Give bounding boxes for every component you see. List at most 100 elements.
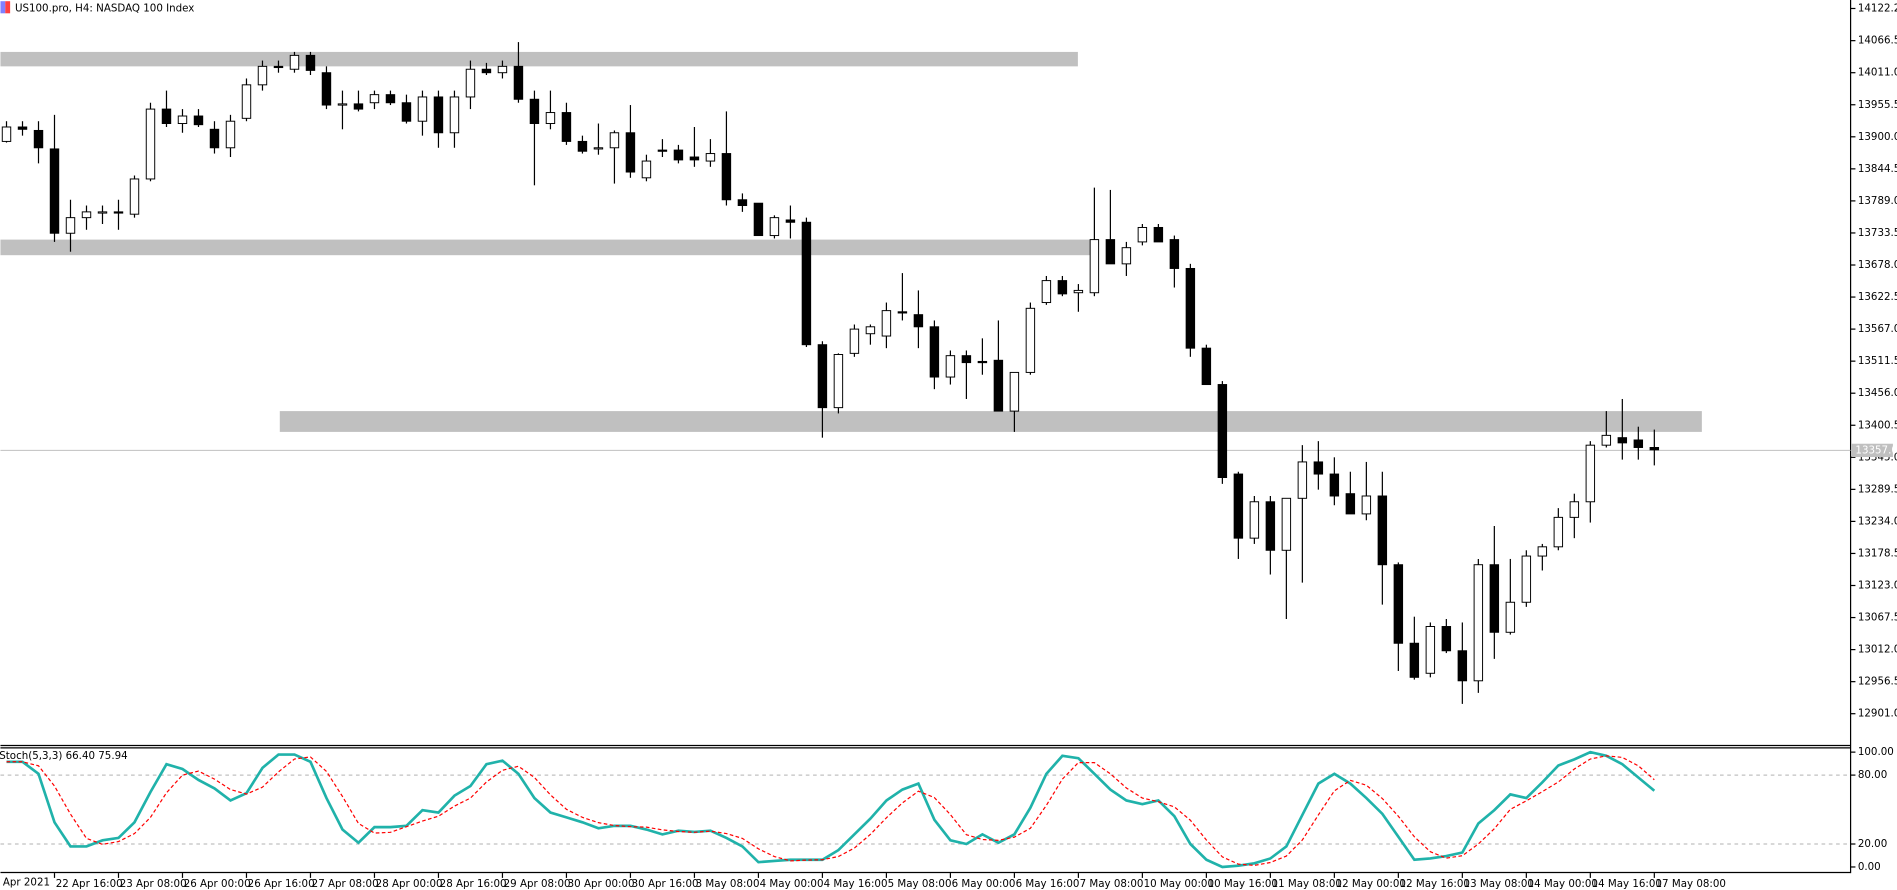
candle-body xyxy=(497,65,508,74)
candle-body xyxy=(1601,434,1612,446)
candle-body xyxy=(1521,555,1532,603)
y-tick-label: 13678.0 xyxy=(1858,259,1897,271)
y-tick-label: 14122.2 xyxy=(1858,2,1897,14)
x-tick-label: 23 Apr 08:00 xyxy=(120,878,187,890)
current-price-box xyxy=(1851,443,1893,458)
candle-body xyxy=(849,328,860,354)
candle-body xyxy=(1361,495,1372,515)
candle-body xyxy=(401,102,412,122)
candle-body xyxy=(1089,239,1100,294)
candle-body xyxy=(193,115,204,126)
candle-body xyxy=(1169,239,1180,269)
candle-body xyxy=(721,153,732,201)
candle-body xyxy=(593,147,604,150)
x-tick-label: 7 May 08:00 xyxy=(1080,878,1144,890)
candle-body xyxy=(1041,280,1052,304)
y-tick-label: 13400.5 xyxy=(1858,419,1897,431)
candle-body xyxy=(1185,267,1196,349)
candle-body xyxy=(1585,444,1596,503)
candle-body xyxy=(1393,564,1404,644)
candle-body xyxy=(33,129,44,149)
candle-body xyxy=(1329,473,1340,497)
candle-body xyxy=(513,65,524,100)
y-tick-label: 12901.0 xyxy=(1858,708,1897,720)
y-tick-label: 13012.0 xyxy=(1858,644,1897,656)
y-tick-label: 13178.5 xyxy=(1858,547,1897,559)
candle-body xyxy=(369,94,380,104)
candle-body xyxy=(977,360,988,364)
x-tick-label: 4 May 00:00 xyxy=(760,878,824,890)
chart-title: US100.pro, H4: NASDAQ 100 Index xyxy=(15,2,194,14)
candle-body xyxy=(145,108,156,180)
candle-body xyxy=(1153,226,1164,243)
x-tick-label: 12 May 00:00 xyxy=(1336,878,1406,890)
candle-body xyxy=(1473,564,1484,682)
candle-body xyxy=(753,202,764,237)
x-tick-label: 22 Apr 16:00 xyxy=(56,878,123,890)
x-tick-label: 14 May 16:00 xyxy=(1592,878,1662,890)
candle-body xyxy=(1265,501,1276,551)
candle-body xyxy=(945,355,956,378)
candle-body xyxy=(113,211,124,214)
y-tick-label: 100.00 xyxy=(1858,746,1894,758)
candle-body xyxy=(1537,546,1548,557)
candle-body xyxy=(993,359,1004,412)
x-start-label: Apr 2021 xyxy=(3,877,50,889)
candle-body xyxy=(961,355,972,364)
candle-body xyxy=(833,354,844,409)
candle-body xyxy=(561,112,572,142)
zone xyxy=(0,51,1078,67)
x-tick-label: 28 Apr 16:00 xyxy=(440,878,507,890)
candle-body xyxy=(177,115,188,125)
y-tick-label: 0.00 xyxy=(1858,861,1881,873)
x-tick-label: 26 Apr 00:00 xyxy=(184,878,251,890)
candle-body xyxy=(657,149,668,152)
x-tick-label: 27 Apr 08:00 xyxy=(312,878,379,890)
candle-body xyxy=(1345,493,1356,515)
candle-body xyxy=(65,217,76,234)
y-tick-label: 13844.5 xyxy=(1858,163,1897,175)
candle-body xyxy=(1505,601,1516,633)
candle-body xyxy=(1105,239,1116,265)
y-tick-label: 14066.5 xyxy=(1858,35,1897,47)
candle-body xyxy=(1649,447,1660,451)
candle-body xyxy=(321,72,332,106)
zones xyxy=(0,51,1702,432)
candle-body xyxy=(241,84,252,119)
candle-body xyxy=(913,314,924,328)
candle-body xyxy=(625,132,636,173)
x-tick-label: 14 May 00:00 xyxy=(1528,878,1598,890)
candle-body xyxy=(465,68,476,98)
y-tick-label: 13733.5 xyxy=(1858,227,1897,239)
candle-body xyxy=(1425,626,1436,674)
y-tick-label: 13289.5 xyxy=(1858,483,1897,495)
candle-body xyxy=(737,199,748,207)
candle-body xyxy=(1633,439,1644,448)
x-tick-label: 10 May 16:00 xyxy=(1208,878,1278,890)
y-tick-label: 13234.0 xyxy=(1858,515,1897,527)
y-tick-label: 12956.5 xyxy=(1858,676,1897,688)
candle-body xyxy=(481,68,492,74)
stoch-line xyxy=(6,755,1655,866)
candle-body xyxy=(1569,501,1580,518)
candle-body xyxy=(1073,289,1084,294)
y-tick-label: 13789.0 xyxy=(1858,195,1897,207)
candle-body xyxy=(1201,347,1212,386)
x-tick-label: 30 Apr 16:00 xyxy=(632,878,699,890)
candle-body xyxy=(353,103,364,110)
x-tick-label: 6 May 16:00 xyxy=(1016,878,1080,890)
candle-body xyxy=(385,94,396,104)
y-tick-label: 80.00 xyxy=(1858,769,1887,781)
x-tick-label: 12 May 16:00 xyxy=(1400,878,1470,890)
candle-body xyxy=(1121,247,1132,265)
x-tick-label: 28 Apr 00:00 xyxy=(376,878,443,890)
current-price-label: 13357.0 xyxy=(1855,444,1897,456)
candle-body xyxy=(1553,516,1564,548)
candle-body xyxy=(689,156,700,161)
x-tick-label: 4 May 16:00 xyxy=(824,878,888,890)
symbol-icon xyxy=(0,1,6,14)
candle-body xyxy=(161,108,172,125)
x-tick-label: 29 Apr 08:00 xyxy=(504,878,571,890)
